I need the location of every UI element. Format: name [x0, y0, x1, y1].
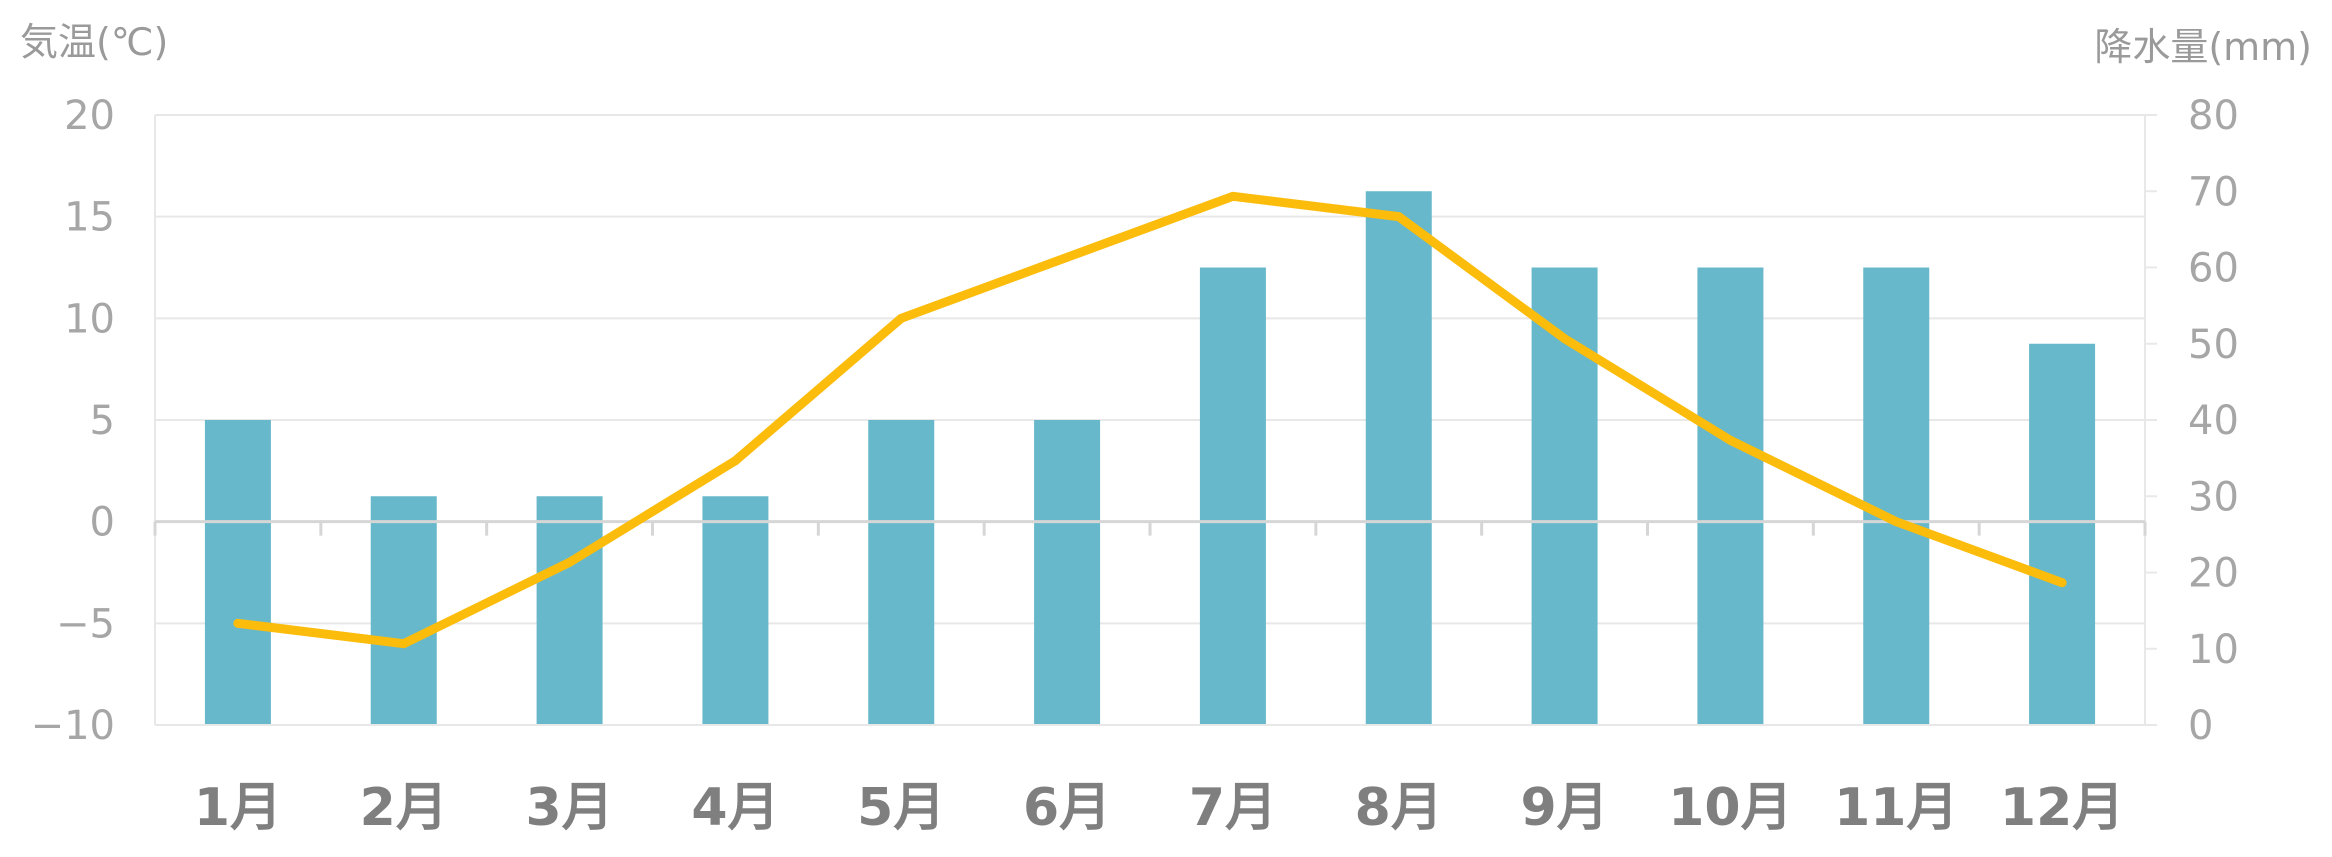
bar-layer — [204, 191, 2096, 725]
category-label: 7月 — [1189, 778, 1277, 838]
category-label: 1月 — [194, 778, 282, 838]
temperature-point — [1891, 517, 1901, 527]
category-label: 2月 — [360, 778, 448, 838]
category-label: 3月 — [525, 778, 613, 838]
precipitation-bar — [2029, 343, 2096, 725]
precipitation-bar — [1365, 191, 1432, 725]
precipitation-bar — [536, 496, 603, 725]
category-label: 11月 — [1834, 778, 1958, 838]
temperature-point — [1228, 191, 1238, 201]
line-layer — [233, 191, 2067, 649]
left-tick-label: −5 — [56, 601, 115, 647]
precipitation-bar — [868, 420, 935, 725]
temperature-point — [896, 313, 906, 323]
left-tick-label: 0 — [90, 500, 115, 546]
category-label: 9月 — [1520, 778, 1608, 838]
grid-layer — [155, 114, 2145, 726]
temperature-point — [1394, 212, 1404, 222]
right-tick-label: 0 — [2188, 703, 2213, 749]
category-label: 4月 — [691, 778, 779, 838]
precipitation-bar — [370, 496, 437, 725]
temperature-point — [1560, 334, 1570, 344]
right-tick-label: 70 — [2188, 169, 2239, 215]
right-tick-label: 10 — [2188, 627, 2239, 673]
precipitation-bar — [1863, 267, 1930, 725]
left-tick-label: 20 — [64, 93, 115, 139]
category-label: 6月 — [1023, 778, 1111, 838]
temperature-point — [399, 639, 409, 649]
temperature-line — [233, 191, 2067, 649]
temperature-point — [730, 456, 740, 466]
right-tick-label: 20 — [2188, 551, 2239, 597]
left-tick-label: 10 — [64, 296, 115, 342]
temperature-point — [1725, 435, 1735, 445]
precipitation-bar — [702, 496, 769, 725]
left-tick-label: −10 — [31, 703, 115, 749]
right-tick-label: 40 — [2188, 398, 2239, 444]
category-label: 5月 — [857, 778, 945, 838]
axis-layer — [153, 114, 2157, 726]
right-tick-label: 60 — [2188, 246, 2239, 292]
temperature-point — [1062, 252, 1072, 262]
right-axis-title: 降水量(mm) — [2094, 25, 2312, 69]
precipitation-bar — [1199, 267, 1266, 725]
precipitation-bar — [1034, 420, 1101, 725]
temperature-point — [233, 618, 243, 628]
temperature-point — [565, 557, 575, 567]
left-tick-label: 5 — [90, 398, 115, 444]
category-label: 10月 — [1668, 778, 1792, 838]
right-tick-label: 80 — [2188, 93, 2239, 139]
precipitation-bar — [204, 420, 271, 725]
category-label: 8月 — [1355, 778, 1443, 838]
precipitation-bar — [1697, 267, 1764, 725]
right-tick-label: 50 — [2188, 322, 2239, 368]
temperature-point — [2057, 578, 2067, 588]
left-axis-title: 気温(℃) — [20, 20, 168, 64]
left-tick-label: 15 — [64, 195, 115, 241]
category-label: 12月 — [2000, 778, 2124, 838]
right-tick-label: 30 — [2188, 474, 2239, 520]
